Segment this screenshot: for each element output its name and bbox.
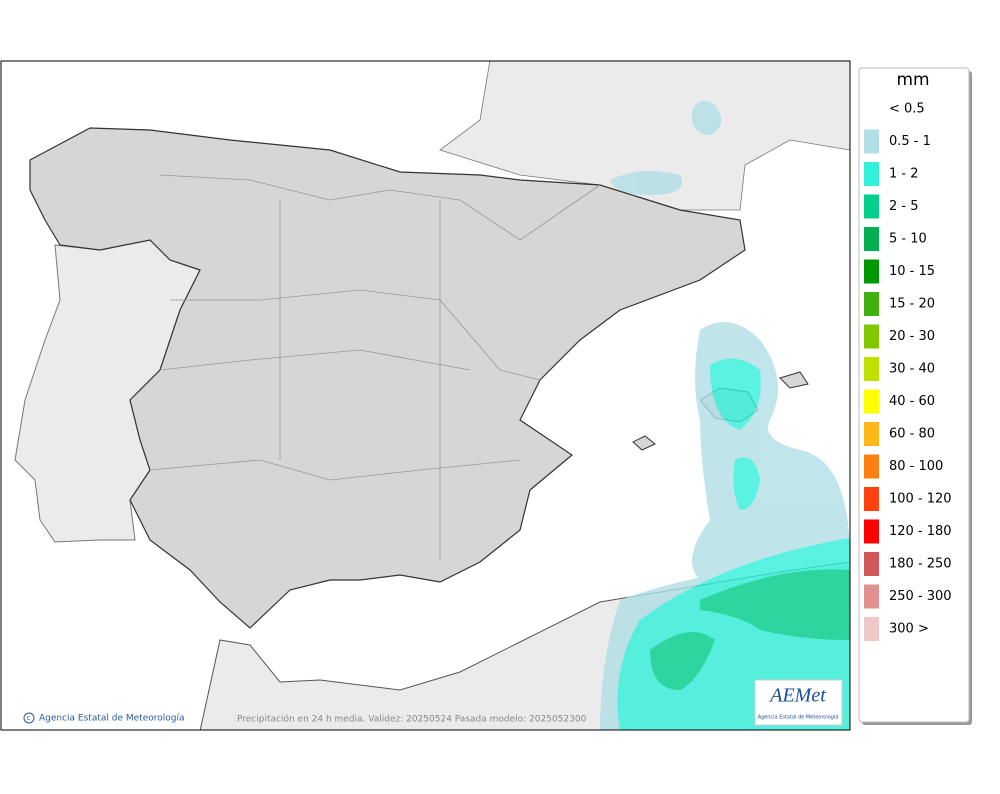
legend-swatch bbox=[864, 194, 879, 219]
legend-swatch bbox=[864, 324, 879, 349]
legend: mm < 0.5 0.5 - 1 1 - 2 2 - 5 5 - 10 10 - 15 15… bbox=[858, 67, 972, 725]
legend-swatch bbox=[864, 422, 879, 446]
legend-swatch bbox=[864, 357, 879, 381]
legend-label: < 0.5 bbox=[889, 102, 925, 117]
logo: AEMet Agencia Estatal de Meteorología bbox=[754, 679, 843, 726]
map-frame bbox=[0, 60, 851, 731]
credit: Agencia Estatal de Meteorología bbox=[39, 714, 185, 724]
legend-label: 100 - 120 bbox=[889, 492, 952, 507]
map bbox=[1, 61, 850, 730]
legend-swatch bbox=[864, 259, 879, 284]
legend-label: 60 - 80 bbox=[889, 427, 935, 442]
legend-swatch bbox=[864, 552, 879, 576]
legend-swatch bbox=[864, 227, 879, 251]
logo-subtitle: Agencia Estatal de Meteorología bbox=[758, 714, 839, 721]
copyright-c: c bbox=[27, 714, 31, 722]
legend-label: 80 - 100 bbox=[889, 459, 943, 474]
france bbox=[439, 61, 850, 211]
legend-swatch bbox=[864, 617, 879, 641]
legend-label: 250 - 300 bbox=[889, 589, 952, 604]
legend-label: 10 - 15 bbox=[889, 264, 935, 279]
legend-label: 20 - 30 bbox=[889, 329, 935, 344]
caption: Precipitación en 24 h media. Validez: 20… bbox=[237, 714, 587, 725]
spain bbox=[29, 127, 746, 629]
legend-swatch bbox=[864, 129, 879, 154]
legend-label: 15 - 20 bbox=[889, 297, 935, 312]
region-borders bbox=[149, 174, 601, 560]
legend-swatch bbox=[864, 487, 879, 511]
legend-label: 0.5 - 1 bbox=[889, 134, 931, 149]
legend-label: 5 - 10 bbox=[889, 232, 927, 247]
copyright-icon bbox=[23, 712, 35, 724]
legend-label: 1 - 2 bbox=[889, 167, 919, 182]
legend-title: mm bbox=[896, 70, 929, 90]
legend-swatch bbox=[864, 389, 879, 414]
legend-swatch bbox=[864, 162, 879, 186]
legend-label: 30 - 40 bbox=[889, 362, 935, 377]
legend-swatch bbox=[864, 454, 879, 479]
legend-label: 120 - 180 bbox=[889, 524, 952, 539]
legend-swatch bbox=[864, 519, 879, 544]
legend-label: 2 - 5 bbox=[889, 199, 919, 214]
legend-label: 180 - 250 bbox=[889, 557, 952, 572]
legend-swatch bbox=[864, 292, 879, 316]
legend-label: 300 > bbox=[889, 622, 929, 637]
legend-swatch bbox=[864, 584, 879, 609]
legend-label: 40 - 60 bbox=[889, 394, 935, 409]
logo-name: AEMet bbox=[768, 685, 826, 707]
